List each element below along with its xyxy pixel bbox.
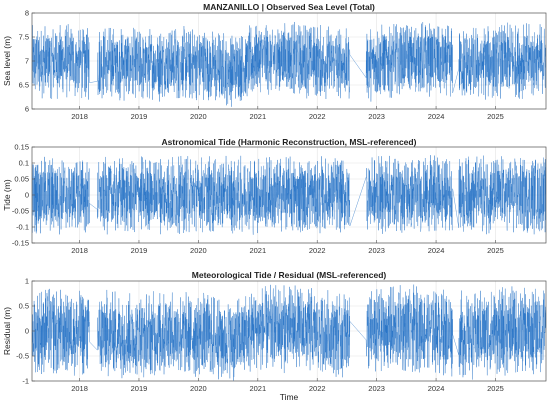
residual-xtick-label: 2019 bbox=[131, 384, 148, 393]
astronomical-tide-panel: -0.15 -0.1 -0.05 0 0.05 0.1 0.15 2018 2019 2020 20… bbox=[2, 137, 547, 255]
residual-xtick-label: 2025 bbox=[487, 384, 504, 393]
observed-sea-level-xtick-label: 2025 bbox=[487, 112, 504, 121]
residual-xtick-label: 2022 bbox=[309, 384, 326, 393]
observed-sea-level-ytick-label: 7 bbox=[25, 57, 29, 66]
astronomical-tide-xtick-label: 2022 bbox=[309, 246, 326, 255]
residual-xtick-label: 2020 bbox=[190, 384, 207, 393]
residual-panel: -1 -0.5 0 0.5 1 2018 2019 2020 2021 2022 2023 2024 2… bbox=[2, 270, 547, 402]
astronomical-tide-ylabel: Tide (m) bbox=[2, 179, 12, 210]
residual-xtick-label: 2023 bbox=[368, 384, 385, 393]
residual-title: Meteorological Tide / Residual (MSL-refe… bbox=[192, 270, 387, 280]
observed-sea-level-ytick-label: 6.5 bbox=[19, 81, 29, 90]
residual-ytick-label: 1 bbox=[25, 277, 29, 286]
residual-ytick-label: 0.5 bbox=[19, 302, 29, 311]
observed-sea-level-xtick-label: 2019 bbox=[131, 112, 148, 121]
observed-sea-level-panel: 6 6.5 7 7.5 8 2018 2019 2020 2021 2022 2023 2024 202… bbox=[2, 2, 547, 121]
observed-sea-level-xtick-label: 2020 bbox=[190, 112, 207, 121]
observed-sea-level-ytick-label: 8 bbox=[25, 9, 29, 18]
observed-sea-level-xtick-label: 2023 bbox=[368, 112, 385, 121]
observed-sea-level-series-line bbox=[32, 21, 546, 107]
residual-xtick-label: 2021 bbox=[249, 384, 266, 393]
astronomical-tide-ytick-label: -0.15 bbox=[12, 239, 29, 248]
astronomical-tide-title: Astronomical Tide (Harmonic Reconstructi… bbox=[162, 137, 417, 147]
residual-xlabel: Time bbox=[280, 392, 299, 402]
residual-ylabel: Residual (m) bbox=[2, 307, 12, 355]
astronomical-tide-ytick-label: 0 bbox=[25, 191, 29, 200]
astronomical-tide-ytick-label: 0.1 bbox=[19, 159, 29, 168]
astronomical-tide-ytick-label: -0.1 bbox=[16, 223, 29, 232]
astronomical-tide-xtick-label: 2021 bbox=[249, 246, 266, 255]
observed-sea-level-xtick-label: 2018 bbox=[71, 112, 88, 121]
observed-sea-level-xtick-label: 2024 bbox=[428, 112, 445, 121]
observed-sea-level-ytick-label: 6 bbox=[25, 105, 29, 114]
residual-series-line bbox=[32, 284, 546, 381]
observed-sea-level-xtick-label: 2021 bbox=[249, 112, 266, 121]
astronomical-tide-ytick-label: 0.15 bbox=[14, 143, 29, 152]
residual-xtick-label: 2024 bbox=[428, 384, 445, 393]
astronomical-tide-ytick-label: 0.05 bbox=[14, 175, 29, 184]
astronomical-tide-ytick-label: -0.05 bbox=[12, 207, 29, 216]
observed-sea-level-xtick-label: 2022 bbox=[309, 112, 326, 121]
residual-ytick-label: 0 bbox=[25, 327, 29, 336]
observed-sea-level-ylabel: Sea level (m) bbox=[2, 36, 12, 86]
astronomical-tide-xtick-label: 2020 bbox=[190, 246, 207, 255]
astronomical-tide-xtick-label: 2019 bbox=[131, 246, 148, 255]
astronomical-tide-xtick-label: 2024 bbox=[428, 246, 445, 255]
astronomical-tide-series-line bbox=[32, 154, 546, 235]
residual-xtick-label: 2018 bbox=[71, 384, 88, 393]
astronomical-tide-xtick-label: 2023 bbox=[368, 246, 385, 255]
observed-sea-level-title: MANZANILLO | Observed Sea Level (Total) bbox=[203, 2, 375, 12]
astronomical-tide-xtick-label: 2018 bbox=[71, 246, 88, 255]
residual-ytick-label: -0.5 bbox=[16, 352, 29, 361]
astronomical-tide-xtick-label: 2025 bbox=[487, 246, 504, 255]
residual-ytick-label: -1 bbox=[22, 377, 29, 386]
observed-sea-level-ytick-label: 7.5 bbox=[19, 33, 29, 42]
